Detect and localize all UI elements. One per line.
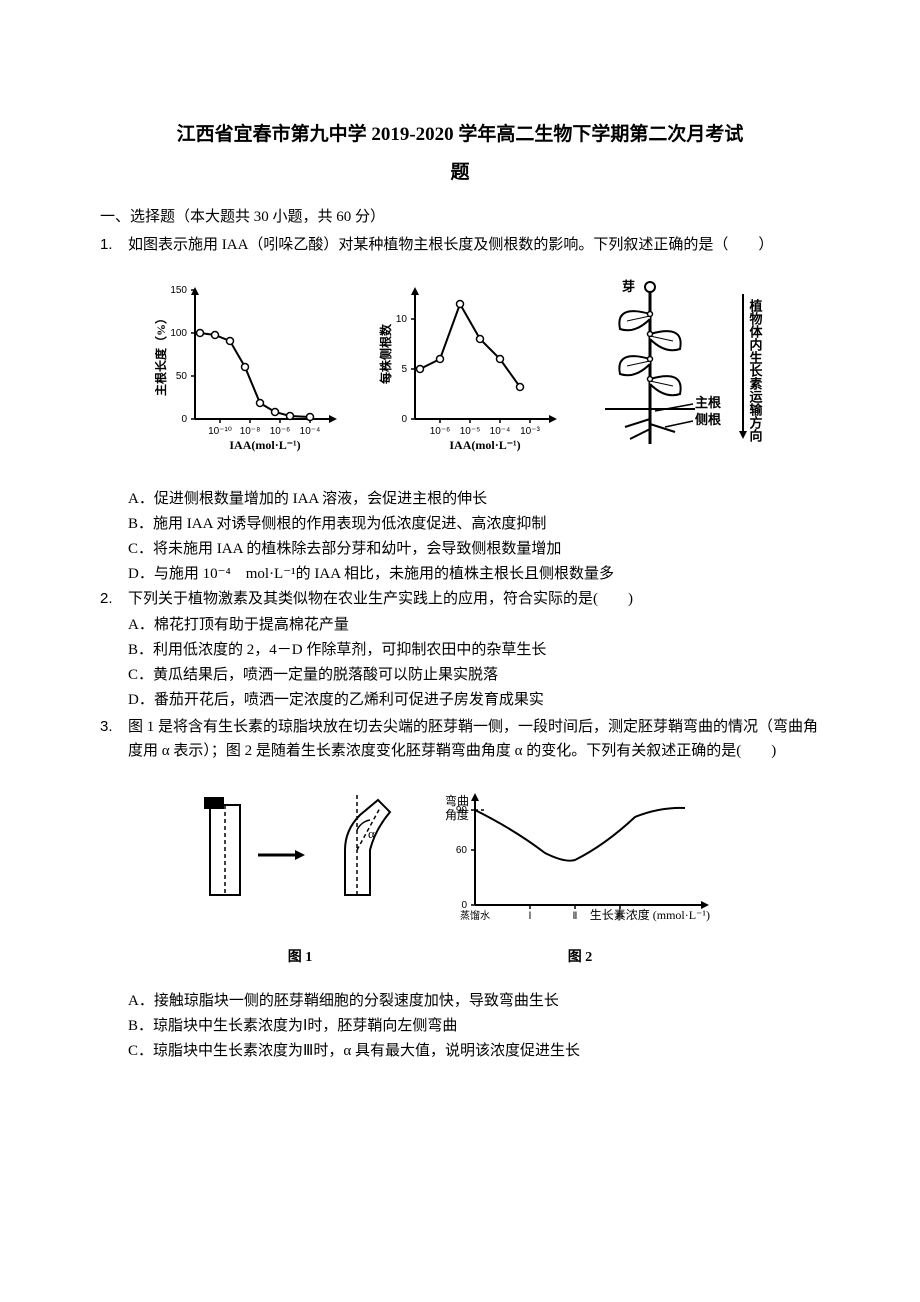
chart-coleoptile-diagram: α 图 1: [190, 785, 410, 969]
svg-text:0: 0: [181, 414, 187, 425]
option: A．促进侧根数量增加的 IAA 溶液，会促进主根的伸长: [100, 487, 820, 511]
svg-text:10⁻⁶: 10⁻⁶: [270, 426, 291, 437]
svg-text:0: 0: [401, 414, 407, 425]
y-axis-label: 弯曲: [445, 793, 469, 808]
question-num: 3.: [100, 715, 128, 765]
figure-q3: α 图 1 0 60 90 蒸馏水 Ⅰ: [100, 785, 820, 969]
option: B．琼脂块中生长素浓度为Ⅰ时，胚芽鞘向左侧弯曲: [100, 1014, 820, 1038]
figure-q1: 0 50 100 150 10⁻¹⁰ 10⁻⁸ 10⁻⁶ 10⁻⁴ IAA(mo…: [100, 279, 820, 467]
option: C．黄瓜结果后，喷洒一定量的脱落酸可以防止果实脱落: [128, 663, 820, 687]
question-3: 3. 图 1 是将含有生长素的琼脂块放在切去尖端的胚芽鞘一侧，一段时间后，测定胚…: [100, 715, 820, 765]
svg-text:10⁻⁴: 10⁻⁴: [300, 426, 321, 437]
svg-text:植物体内生长素运输方向: 植物体内生长素运输方向: [748, 298, 764, 443]
option: C．琼脂块中生长素浓度为Ⅲ时，α 具有最大值，说明该浓度促进生长: [100, 1039, 820, 1063]
question-num: 1.: [100, 233, 128, 259]
document-subtitle: 题: [100, 158, 820, 188]
question-num: 2.: [100, 587, 128, 713]
chart-main-root-length: 0 50 100 150 10⁻¹⁰ 10⁻⁸ 10⁻⁶ 10⁻⁴ IAA(mo…: [155, 279, 355, 467]
question-text: 下列关于植物激素及其类似物在农业生产实践上的应用，符合实际的是( ): [128, 587, 820, 611]
document-title: 江西省宜春市第九中学 2019-2020 学年高二生物下学期第二次月考试: [100, 120, 820, 150]
question-body: 下列关于植物激素及其类似物在农业生产实践上的应用，符合实际的是( ) A．棉花打…: [128, 587, 820, 713]
svg-text:0: 0: [461, 900, 467, 911]
svg-text:10⁻⁸: 10⁻⁸: [240, 426, 261, 437]
svg-text:10⁻³: 10⁻³: [520, 426, 540, 437]
section-header: 一、选择题（本大题共 30 小题，共 60 分）: [100, 205, 820, 229]
svg-text:蒸馏水: 蒸馏水: [460, 909, 490, 922]
option: A．接触琼脂块一侧的胚芽鞘细胞的分裂速度加快，导致弯曲生长: [100, 989, 820, 1013]
question-body: 图 1 是将含有生长素的琼脂块放在切去尖端的胚芽鞘一侧，一段时间后，测定胚芽鞘弯…: [128, 715, 820, 765]
svg-text:150: 150: [170, 285, 187, 296]
question-1: 1. 如图表示施用 IAA（吲哚乙酸）对某种植物主根长度及侧根数的影响。下列叙述…: [100, 233, 820, 259]
option: B．施用 IAA 对诱导侧根的作用表现为低浓度促进、高浓度抑制: [100, 512, 820, 536]
svg-text:10⁻⁶: 10⁻⁶: [430, 426, 451, 437]
svg-text:10: 10: [396, 314, 408, 325]
svg-text:5: 5: [401, 364, 407, 375]
svg-text:IAA(mol·L⁻¹): IAA(mol·L⁻¹): [449, 438, 520, 452]
svg-text:Ⅰ: Ⅰ: [529, 911, 532, 922]
option: A．棉花打顶有助于提高棉花产量: [128, 613, 820, 637]
svg-text:10⁻¹⁰: 10⁻¹⁰: [208, 426, 232, 437]
plant-diagram: 芽 主根 侧根: [595, 279, 765, 467]
chart-lateral-root-count: 0 5 10 10⁻⁶ 10⁻⁵ 10⁻⁴ 10⁻³ IAA(mol·L⁻¹) …: [375, 279, 575, 467]
fig-caption: 图 2: [430, 947, 730, 969]
chart-angle-vs-concentration: 0 60 90 蒸馏水 Ⅰ Ⅱ Ⅲ 生长素浓度 (mmol·L⁻¹) 弯曲 角度: [430, 785, 730, 969]
fig-caption: 图 1: [190, 947, 410, 969]
svg-text:主根长度（%）: 主根长度（%）: [155, 312, 168, 396]
option: D．番茄开花后，喷洒一定浓度的乙烯利可促进子房发育成果实: [128, 688, 820, 712]
svg-text:生长素浓度 (mmol·L⁻¹): 生长素浓度 (mmol·L⁻¹): [590, 907, 710, 922]
question-body: 如图表示施用 IAA（吲哚乙酸）对某种植物主根长度及侧根数的影响。下列叙述正确的…: [128, 233, 820, 259]
svg-text:芽: 芽: [622, 279, 635, 294]
q3-options: A．接触琼脂块一侧的胚芽鞘细胞的分裂速度加快，导致弯曲生长 B．琼脂块中生长素浓…: [100, 989, 820, 1063]
option: B．利用低浓度的 2，4－D 作除草剂，可抑制农田中的杂草生长: [128, 638, 820, 662]
question-text: 图 1 是将含有生长素的琼脂块放在切去尖端的胚芽鞘一侧，一段时间后，测定胚芽鞘弯…: [128, 715, 820, 763]
question-2: 2. 下列关于植物激素及其类似物在农业生产实践上的应用，符合实际的是( ) A．…: [100, 587, 820, 713]
question-text: 如图表示施用 IAA（吲哚乙酸）对某种植物主根长度及侧根数的影响。下列叙述正确的…: [128, 233, 820, 257]
svg-text:10⁻⁵: 10⁻⁵: [460, 426, 481, 437]
q1-options: A．促进侧根数量增加的 IAA 溶液，会促进主根的伸长 B．施用 IAA 对诱导…: [100, 487, 820, 586]
svg-text:每株侧根数: 每株侧根数: [378, 323, 393, 384]
svg-text:主根: 主根: [695, 395, 722, 410]
svg-text:Ⅱ: Ⅱ: [573, 911, 578, 922]
svg-text:角度: 角度: [445, 807, 469, 822]
svg-text:α: α: [368, 826, 375, 841]
svg-text:IAA(mol·L⁻¹): IAA(mol·L⁻¹): [229, 438, 300, 452]
svg-text:侧根: 侧根: [695, 412, 722, 427]
svg-text:50: 50: [176, 371, 188, 382]
option: C．将未施用 IAA 的植株除去部分芽和幼叶，会导致侧根数量增加: [100, 537, 820, 561]
option: D．与施用 10⁻⁴ mol·L⁻¹的 IAA 相比，未施用的植株主根长且侧根数…: [100, 562, 820, 586]
svg-text:60: 60: [456, 845, 468, 856]
svg-text:100: 100: [170, 328, 187, 339]
svg-text:10⁻⁴: 10⁻⁴: [490, 426, 511, 437]
